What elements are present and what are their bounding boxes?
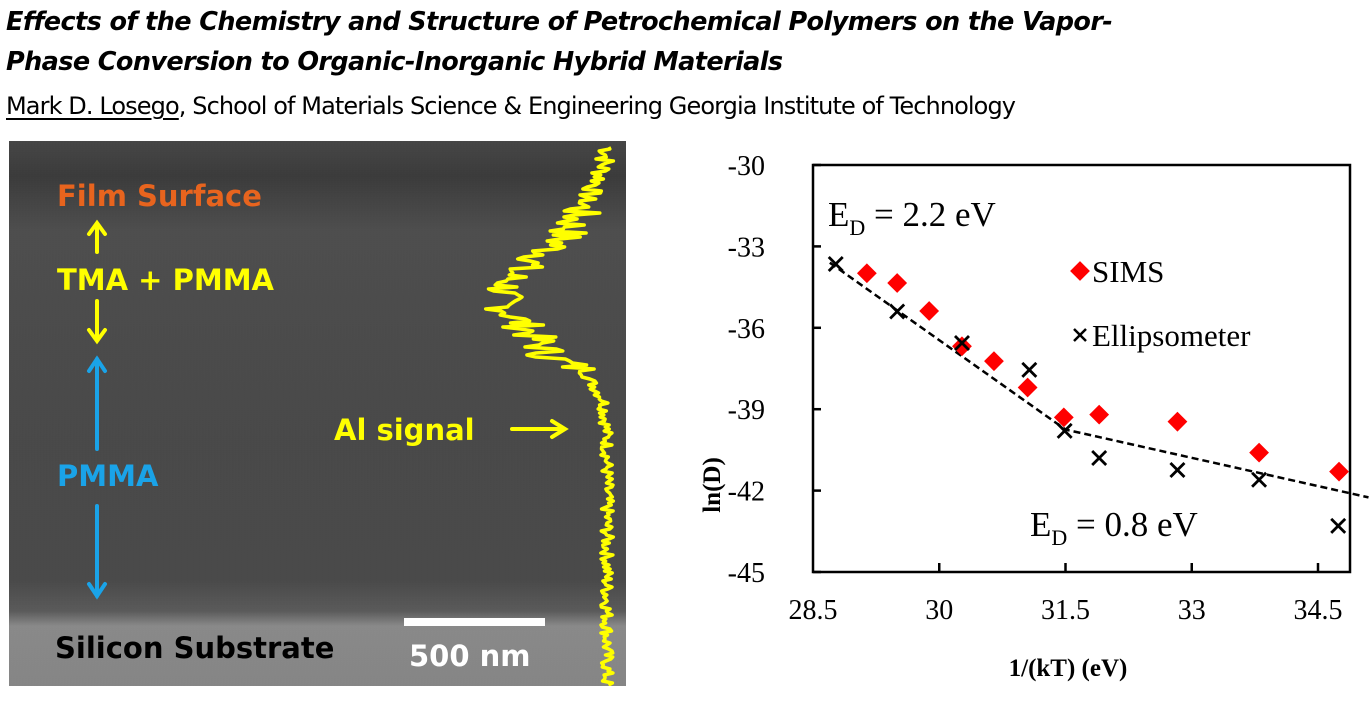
ellipsometer-point (1091, 450, 1108, 467)
sims-point (1089, 404, 1110, 425)
al-signal-linescan (483, 146, 616, 686)
y-tick-label: -30 (728, 151, 765, 182)
title-line-1: Effects of the Chemistry and Structure o… (6, 7, 1113, 37)
pmma-down-arrow-icon (87, 504, 107, 600)
sims-point (919, 301, 940, 321)
legend-sims-marker (1070, 261, 1090, 281)
y-tick-label: -36 (728, 314, 765, 345)
y-tick-label: -33 (728, 232, 765, 263)
ellipsometer-point (1021, 361, 1038, 378)
x-tick-label: 34.5 (1294, 595, 1343, 626)
chart-svg: -30 -33 -36 -39 -42 -45 28.5 30 31.5 33 34.5 ln(D)… (699, 151, 1369, 682)
al-signal-arrow-icon (510, 419, 569, 439)
paper-title: Effects of the Chemistry and Structure o… (6, 2, 1370, 82)
scale-bar-label: 500 nm (409, 639, 531, 673)
sims-point (1017, 377, 1038, 398)
sem-cross-section-image: Film Surface TMA + PMMA PMMA Al signal S… (9, 141, 626, 686)
author-name: Mark D. Losego (6, 92, 180, 120)
sims-point (1249, 442, 1269, 463)
ellipsometer-point (1169, 461, 1186, 478)
annotation-ed-high: ED = 2.2 eV (828, 195, 996, 240)
tma-down-arrow-icon (87, 299, 107, 345)
x-tick-label: 33 (1178, 595, 1206, 626)
ellipsometer-point (1056, 422, 1073, 439)
tma-pmma-label: TMA + PMMA (57, 263, 274, 297)
ellipsometer-point (827, 256, 844, 273)
sims-point (1167, 411, 1188, 432)
sims-point (887, 273, 908, 293)
y-tick-label: -45 (728, 558, 765, 589)
pmma-label: PMMA (57, 459, 159, 493)
ellipsometer-point (1251, 471, 1268, 488)
title-line-2: Phase Conversion to Organic-Inorganic Hy… (6, 47, 783, 77)
plot-frame (811, 163, 1352, 574)
sem-noise-texture (9, 141, 626, 686)
affiliation: , School of Materials Science & Engineer… (178, 92, 1016, 120)
fit-line-dashed (829, 261, 1369, 499)
legend-sims-label: SIMS (1092, 254, 1164, 289)
y-tick-label: -39 (728, 395, 765, 426)
x-tick-label: 31.5 (1041, 595, 1090, 626)
legend-ellipsometer-marker (1073, 328, 1087, 342)
sem-overlay (87, 146, 616, 686)
x-axis-label: 1/(kT) (eV) (1009, 655, 1128, 682)
x-tick-label: 28.5 (789, 595, 838, 626)
sims-point (856, 263, 877, 284)
film-surface-label: Film Surface (57, 179, 262, 213)
ellipsometer-point (889, 303, 906, 320)
ellipsometer-point (953, 335, 970, 351)
silicon-substrate-label: Silicon Substrate (55, 631, 335, 665)
sims-point (984, 351, 1004, 372)
al-signal-label: Al signal (334, 413, 475, 447)
ellipsometer-point (1330, 517, 1347, 534)
legend-ellipsometer-label: Ellipsometer (1092, 318, 1251, 353)
pmma-up-arrow-icon (87, 355, 107, 451)
tma-up-arrow-icon (87, 219, 107, 254)
x-tick-label: 30 (925, 595, 953, 626)
sims-point (1329, 461, 1349, 482)
diffusivity-chart: -30 -33 -36 -39 -42 -45 28.5 30 31.5 33 34.5 ln(D)… (680, 140, 1370, 700)
byline: Mark D. Losego, School of Materials Scie… (6, 92, 1016, 120)
y-tick-label: -42 (728, 477, 765, 508)
y-axis-label: ln(D) (699, 457, 726, 513)
annotation-ed-low: ED = 0.8 eV (1030, 505, 1198, 550)
legend: SIMS Ellipsometer (1070, 254, 1251, 353)
sims-point (952, 336, 972, 357)
scale-bar (404, 618, 545, 626)
